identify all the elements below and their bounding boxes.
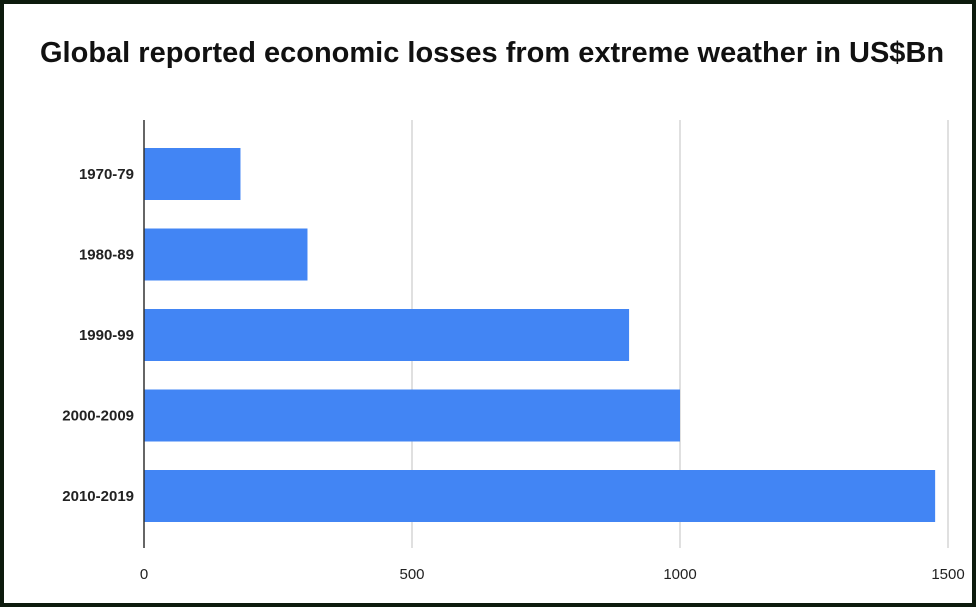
category-label-0: 1970-79 — [79, 166, 134, 183]
category-label-2: 1990-99 — [79, 327, 134, 344]
x-tick-label-1: 500 — [399, 566, 424, 583]
x-tick-label-3: 1500 — [931, 566, 964, 583]
category-labels: 1970-79 1980-89 1990-99 2000-2009 2010-2019 — [62, 166, 134, 505]
category-label-1: 1980-89 — [79, 247, 134, 264]
x-tick-label-0: 0 — [140, 566, 148, 583]
chart-title: Global reported economic losses from ext… — [40, 37, 945, 69]
tick-labels: 0 500 1000 1500 — [140, 566, 965, 583]
bar-1980-89 — [144, 228, 308, 281]
bar-2010-2019 — [144, 470, 936, 522]
category-label-3: 2000-2009 — [62, 408, 134, 425]
bars — [144, 148, 936, 522]
category-label-4: 2010-2019 — [62, 488, 134, 505]
bar-2000-2009 — [144, 389, 680, 442]
x-tick-label-2: 1000 — [663, 566, 696, 583]
bar-1990-99 — [144, 309, 630, 361]
bar-1970-79 — [144, 148, 241, 200]
